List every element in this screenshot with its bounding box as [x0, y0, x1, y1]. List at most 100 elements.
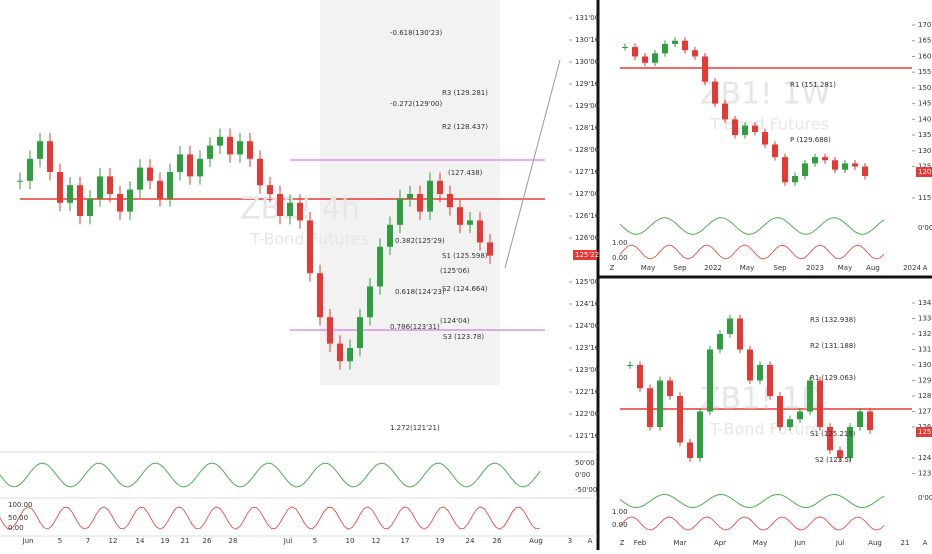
- price-label: 170'00: [918, 21, 932, 29]
- price-tag: [573, 250, 597, 260]
- date-label: Aug: [868, 539, 882, 547]
- candle: [772, 144, 778, 158]
- candle: [622, 47, 628, 49]
- candle: [732, 119, 738, 136]
- candle: [642, 56, 648, 63]
- candle: [782, 157, 788, 183]
- date-label: Z: [610, 264, 615, 272]
- candle: [17, 180, 23, 182]
- date-label: 12: [372, 537, 381, 545]
- candle: [722, 103, 728, 120]
- candle: [847, 427, 853, 458]
- candle: [787, 419, 793, 427]
- candle: [327, 317, 333, 344]
- candle: [477, 220, 483, 243]
- candle: [712, 81, 718, 104]
- annotation: R1 (129.063): [810, 374, 856, 382]
- candle: [662, 43, 668, 54]
- candle: [227, 136, 233, 155]
- price-label: 150'00: [918, 84, 932, 92]
- candle: [167, 172, 173, 199]
- date-label: 17: [401, 537, 410, 545]
- osc-label: 0.00: [612, 254, 628, 262]
- date-label: 3: [568, 537, 572, 545]
- candle: [287, 202, 293, 216]
- candle: [637, 365, 643, 389]
- price-label: 131'00: [575, 14, 599, 22]
- candle: [667, 380, 673, 396]
- candle: [437, 180, 443, 194]
- candle: [672, 40, 678, 44]
- date-label: 10: [346, 537, 355, 545]
- annotation: R3 (132.938): [810, 316, 856, 324]
- oscillator: [0, 462, 541, 488]
- candle: [807, 380, 813, 412]
- price-label: 160'00: [918, 52, 932, 60]
- date-label: A: [923, 264, 928, 272]
- annotation: R2 (131.188): [810, 342, 856, 350]
- candle: [157, 180, 163, 199]
- annotation: 0.618(124'23): [395, 288, 445, 296]
- date-label: 14: [136, 537, 145, 545]
- date-label: May: [753, 539, 767, 547]
- candle: [717, 334, 723, 350]
- candle: [812, 157, 818, 164]
- candle: [417, 194, 423, 212]
- candle: [687, 442, 693, 458]
- candle: [207, 145, 213, 159]
- candle: [267, 185, 273, 194]
- candle: [127, 189, 133, 212]
- candle: [317, 273, 323, 318]
- candle: [307, 220, 313, 274]
- price-tag: [916, 427, 932, 437]
- price-label: 145'00: [918, 100, 932, 108]
- watermark: ZB1! 1D: [700, 382, 824, 417]
- watermark-desc: T-Bond Futures: [709, 420, 829, 439]
- date-label: 26: [493, 537, 502, 545]
- osc-label: 0.00: [612, 521, 628, 529]
- candle: [337, 343, 343, 362]
- price-label: 135'00: [918, 131, 932, 139]
- oscillator: [619, 217, 885, 235]
- candle: [842, 163, 848, 170]
- price-label: 123'00: [575, 366, 599, 374]
- price-label: 129'00: [918, 377, 932, 385]
- date-label: Mar: [673, 539, 686, 547]
- annotation: 0.786(123'31): [390, 323, 440, 331]
- date-label: Jul: [835, 539, 845, 547]
- candle: [852, 163, 858, 167]
- candle: [277, 194, 283, 216]
- price-label: 129'16: [575, 80, 600, 88]
- price-tag-text: 120'22: [918, 168, 932, 176]
- candle: [427, 180, 433, 212]
- osc-label: 0'00: [918, 494, 932, 502]
- price-label: 125'00: [575, 278, 599, 286]
- candle: [857, 411, 863, 427]
- candle: [487, 242, 493, 256]
- price-label: 122'00: [575, 410, 599, 418]
- candle: [792, 175, 798, 183]
- candle: [817, 380, 823, 427]
- price-label: 140'00: [918, 115, 932, 123]
- price-label: 132'00: [918, 330, 932, 338]
- date-label: 7: [86, 537, 90, 545]
- candle: [247, 141, 253, 159]
- price-label: 115'00: [918, 194, 932, 202]
- candle: [457, 207, 463, 225]
- candle: [407, 194, 413, 199]
- price-label: 130'00: [918, 147, 932, 155]
- annotation: -0.618(130'23): [390, 29, 442, 37]
- date-label: 5: [58, 537, 62, 545]
- candle: [837, 450, 843, 458]
- price-label: 125'00: [918, 163, 932, 171]
- price-label: 131'00: [918, 346, 932, 354]
- osc-label: 50.00: [8, 514, 28, 522]
- osc-label: 0'00: [575, 471, 590, 479]
- annotation: S2 (124.664): [442, 285, 488, 293]
- date-label: Jul: [283, 537, 293, 545]
- price-label: 124'16: [575, 300, 600, 308]
- candle: [777, 396, 783, 427]
- watermark-desc: T-Bond Futures: [709, 115, 829, 134]
- annotation: (127.438): [448, 169, 483, 177]
- price-label: 165'00: [918, 37, 932, 45]
